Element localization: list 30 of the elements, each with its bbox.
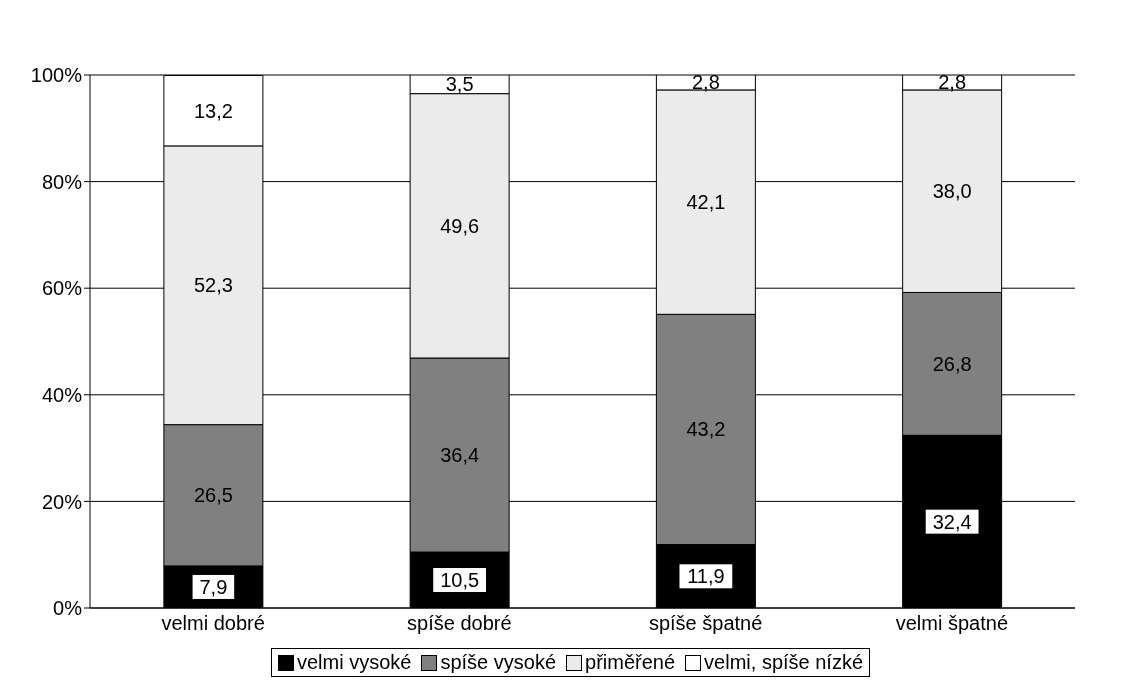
x-tick-label: spíše špatné — [648, 612, 763, 635]
data-label: 26,5 — [193, 484, 233, 507]
data-label: 26,8 — [932, 352, 972, 375]
data-label: 36,4 — [440, 444, 480, 467]
data-label: 2,8 — [691, 71, 720, 94]
x-tick-label: spíše dobré — [407, 612, 512, 635]
data-label: 52,3 — [193, 274, 233, 297]
y-tick-label: 40% — [41, 383, 83, 406]
data-label: 13,2 — [193, 99, 233, 122]
data-label: 42,1 — [686, 191, 726, 214]
y-tick-label: 80% — [41, 170, 83, 193]
legend-label: spíše vysoké — [440, 651, 557, 674]
legend-label: velmi, spíše nízké — [704, 651, 864, 674]
x-tick-label: velmi špatné — [895, 612, 1009, 635]
legend-label: velmi vysoké — [296, 651, 412, 674]
data-label: 32,4 — [932, 510, 972, 533]
data-label: 38,0 — [932, 180, 972, 203]
legend-label: přiměřené — [585, 651, 676, 674]
data-label: 10,5 — [440, 569, 480, 592]
data-label: 3,5 — [445, 73, 474, 96]
data-label: 7,9 — [199, 575, 228, 598]
y-tick-label: 60% — [41, 277, 83, 300]
y-tick-label: 0% — [53, 597, 83, 620]
data-label: 43,2 — [686, 418, 726, 441]
x-tick-label: velmi dobré — [161, 612, 265, 635]
data-label: 2,8 — [938, 71, 967, 94]
y-tick-label: 100% — [30, 64, 83, 87]
y-tick-label: 20% — [41, 490, 83, 513]
data-label: 11,9 — [687, 565, 725, 588]
data-label: 49,6 — [440, 214, 480, 237]
